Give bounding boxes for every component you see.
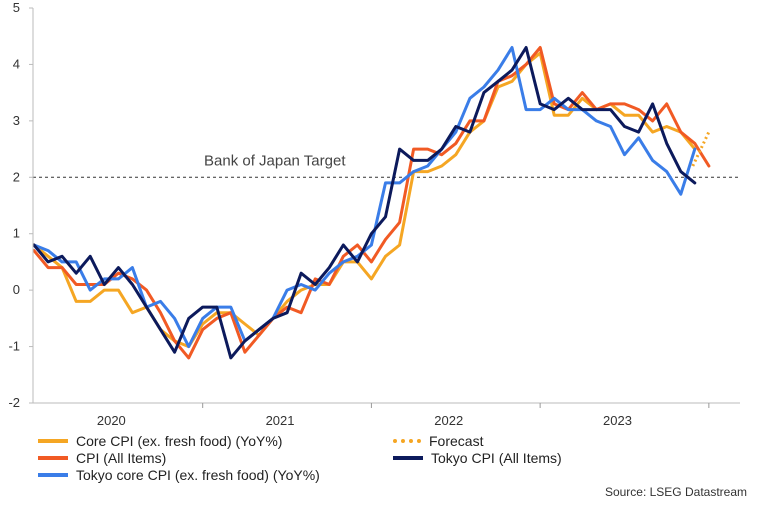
reference-line-group: Bank of Japan Target [33,152,740,178]
legend-swatch-tokyo-cpi [393,456,423,460]
legend-item-core-cpi: Core CPI (ex. fresh food) (YoY%) [38,433,282,449]
x-tick-label: 2023 [603,413,632,428]
legend-label-tokyo-core-cpi: Tokyo core CPI (ex. fresh food) (YoY%) [76,467,320,483]
legend-item-cpi-all: CPI (All Items) [38,450,166,466]
legend-label-forecast: Forecast [429,433,484,449]
legend-item-forecast: Forecast [393,433,483,449]
legend-label-cpi-all: CPI (All Items) [76,450,167,466]
forecast-line [691,131,711,167]
y-tick-label: 5 [13,0,20,15]
y-tick-label: -2 [8,395,20,410]
source-note: Source: LSEG Datastream [604,485,747,499]
series-line-2 [32,46,697,360]
y-tick-label: 2 [13,169,20,184]
y-tick-label: -1 [8,339,20,354]
axes: -2 -1 0 1 2 3 4 5 2020 2021 2022 2023 [8,0,740,428]
y-tick-label: 1 [13,226,20,241]
legend-label-tokyo-cpi: Tokyo CPI (All Items) [431,450,562,466]
x-tick-label: 2020 [97,413,126,428]
legend-item-tokyo-cpi: Tokyo CPI (All Items) [393,450,562,466]
legend-swatch-cpi-all [38,456,68,460]
x-tick-label: 2022 [434,413,463,428]
legend-item-tokyo-core-cpi: Tokyo core CPI (ex. fresh food) (YoY%) [38,467,320,483]
x-tick-label: 2021 [266,413,295,428]
legend-label-core-cpi: Core CPI (ex. fresh food) (YoY%) [76,433,283,449]
y-tick-label: 0 [13,282,20,297]
legend-swatch-core-cpi [38,439,68,443]
series-lines [32,46,711,360]
series-line-0 [32,51,697,349]
y-tick-label: 4 [13,56,20,71]
legend-swatch-forecast [393,439,421,443]
cpi-line-chart: Bank of Japan Target -2 -1 0 1 2 3 4 5 2020 2021 2… [8,0,740,428]
boj-target-label: Bank of Japan Target [204,152,346,169]
legend-swatch-tokyo-core-cpi [38,473,68,477]
y-tick-label: 3 [13,113,20,128]
